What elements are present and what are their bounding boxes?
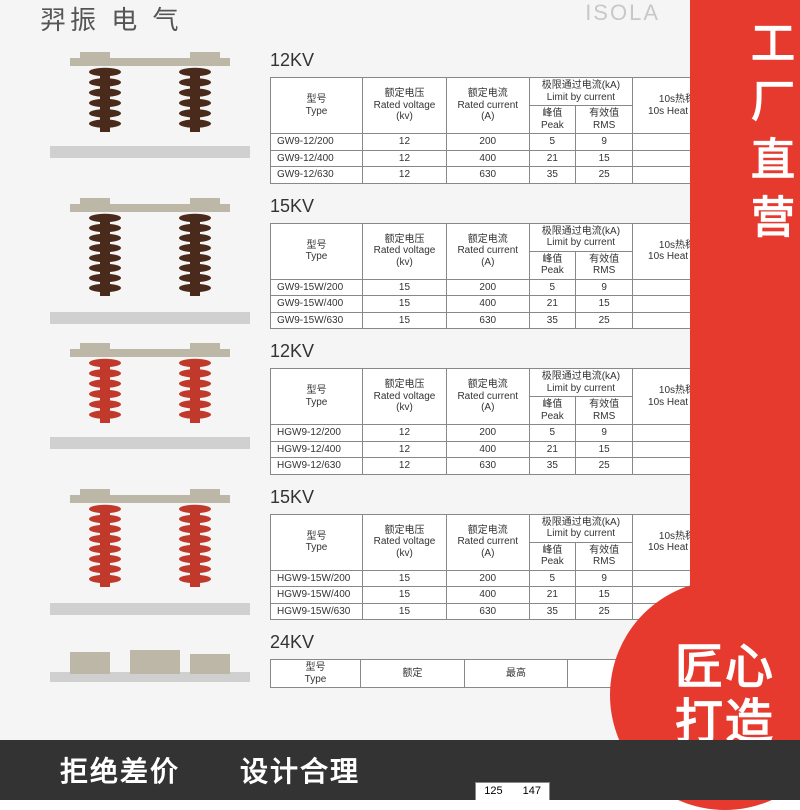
ribbon-text: 工厂直营 [722, 20, 800, 252]
brand-en-fragment: ISOLA [585, 0, 660, 26]
bottom-bar: 拒绝差价 设计合理 [0, 740, 800, 800]
catalog-page: 羿振 电 气 ISOLA 12KV 型号Type 额定电压Rated volta… [0, 0, 800, 800]
product-image [40, 50, 270, 160]
product-image-24kv [40, 632, 270, 692]
section-0: 12KV 型号Type 额定电压Rated voltage(kv) 额定电流Ra… [40, 50, 770, 184]
product-image [40, 487, 270, 617]
section-1: 15KV 型号Type 额定电压Rated voltage(kv) 额定电流Ra… [40, 196, 770, 330]
section-2: 12KV 型号Type 额定电压Rated voltage(kv) 额定电流Ra… [40, 341, 770, 475]
brand-cn: 羿振 电 气 [40, 0, 182, 37]
product-image [40, 341, 270, 451]
bottom-right: 设计合理 [240, 750, 360, 790]
badge-line1: 匠心 [675, 640, 775, 695]
page-header: 羿振 电 气 ISOLA [40, 0, 800, 40]
product-image [40, 196, 270, 326]
bottom-left: 拒绝差价 [60, 750, 180, 790]
partial-row-24kv: 125 147 [475, 782, 550, 800]
